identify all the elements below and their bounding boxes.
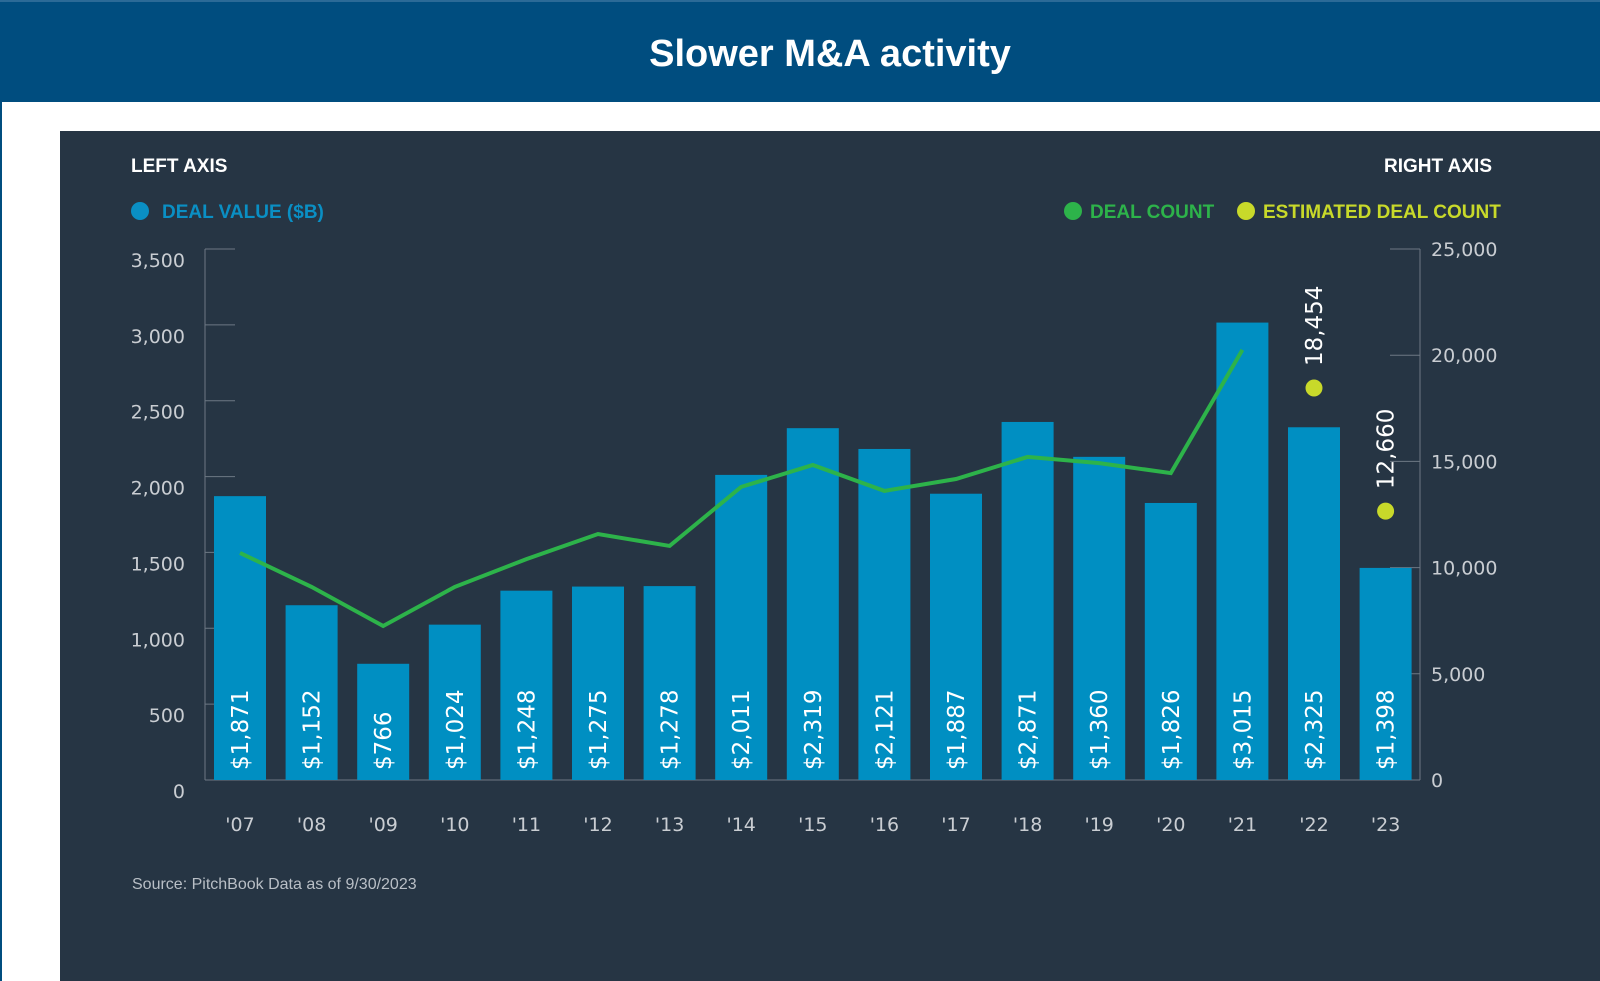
x-axis-tick-label: '18	[1013, 814, 1042, 836]
source-note: Source: PitchBook Data as of 9/30/2023	[132, 876, 417, 893]
bar-deal-value	[930, 493, 982, 780]
bar-data-label: $766	[371, 711, 397, 770]
bar-deal-value	[1288, 427, 1340, 780]
bar-data-label: $2,011	[729, 690, 755, 770]
x-axis-tick-label: '11	[512, 814, 541, 836]
bar-data-label: $1,024	[443, 690, 469, 770]
estimated-deal-count-label: 12,660	[1374, 409, 1400, 489]
x-axis-tick-label: '14	[726, 814, 755, 836]
bar-deal-value	[643, 586, 696, 780]
x-axis-tick-label: '15	[798, 814, 827, 836]
bar-data-label: $2,325	[1302, 690, 1328, 770]
bar-deal-value	[1216, 322, 1269, 780]
left-axis-tick-label: 1,000	[131, 629, 185, 651]
estimated-deal-count-points: 18,454 12,660	[1302, 286, 1400, 520]
page-title: Slower M&A activity	[649, 32, 1011, 75]
right-axis-tick-label: 10,000	[1431, 558, 1497, 580]
right-axis-tick-label: 20,000	[1431, 345, 1497, 367]
bar-deal-value	[1073, 456, 1126, 780]
right-axis-tick-label: 0	[1431, 770, 1443, 792]
right-axis: 0 5,000 10,000 15,000 20,000 25,000	[1390, 239, 1497, 792]
bar-deal-value	[1144, 502, 1197, 780]
x-axis-ticks: '07 '08 '09 '10 '11 '12 '13 '14 '15 '16 '17 '18 '19 '…	[225, 814, 1400, 836]
x-axis-tick-label: '21	[1228, 814, 1257, 836]
right-axis-tick-label: 5,000	[1431, 664, 1485, 686]
left-axis-title: LEFT AXIS	[131, 156, 227, 177]
x-axis-tick-label: '16	[870, 814, 899, 836]
legend-dot-deal-value	[131, 202, 149, 220]
right-axis-title: RIGHT AXIS	[1384, 156, 1492, 177]
bar-deal-value	[214, 496, 266, 780]
bar-deal-value	[500, 590, 553, 780]
x-axis-tick-label: '12	[583, 814, 612, 836]
x-axis-tick-label: '22	[1299, 814, 1328, 836]
bar-deal-value	[786, 428, 839, 780]
x-axis-tick-label: '07	[225, 814, 254, 836]
bar-data-label: $2,121	[872, 690, 898, 770]
estimated-deal-count-label: 18,454	[1302, 286, 1328, 366]
x-axis-tick-label: '20	[1156, 814, 1185, 836]
x-axis-tick-label: '17	[941, 814, 970, 836]
legend-dot-estimated-deal-count	[1237, 202, 1255, 220]
bar-deal-value	[285, 605, 338, 780]
left-axis-tick-label: 0	[173, 781, 185, 803]
bar-data-label: $1,275	[586, 690, 612, 770]
bar-deal-value	[428, 624, 481, 780]
bar-deal-value	[858, 448, 911, 780]
bar-data-label: $1,887	[944, 690, 970, 770]
legend-left: DEAL VALUE ($B)	[131, 202, 324, 223]
chart-panel: LEFT AXIS RIGHT AXIS DEAL VALUE ($B) DEA…	[60, 131, 1600, 981]
bar-data-label: $2,871	[1016, 690, 1042, 770]
legend-label-deal-value: DEAL VALUE ($B)	[162, 202, 324, 223]
bar-data-label: $1,826	[1159, 690, 1185, 770]
legend-label-estimated-deal-count: ESTIMATED DEAL COUNT	[1263, 202, 1501, 223]
x-axis-tick-label: '13	[655, 814, 684, 836]
right-axis-tick-label: 25,000	[1431, 239, 1497, 261]
bar-deal-value	[1001, 421, 1054, 780]
left-axis-tick-label: 2,000	[131, 478, 185, 500]
bar-deal-value	[357, 663, 410, 780]
chart-svg: LEFT AXIS RIGHT AXIS DEAL VALUE ($B) DEA…	[131, 156, 1502, 893]
x-axis-tick-label: '10	[440, 814, 469, 836]
bar-deal-value	[1359, 567, 1412, 780]
bar-data-label: $1,278	[658, 690, 684, 770]
right-axis-tick-label: 15,000	[1431, 451, 1497, 473]
estimated-deal-count-point	[1377, 502, 1395, 520]
legend-label-deal-count: DEAL COUNT	[1090, 202, 1215, 223]
header-banner: Slower M&A activity	[0, 0, 1600, 102]
estimated-deal-count-point	[1305, 379, 1323, 397]
bar-data-label: $1,152	[300, 690, 326, 770]
left-axis-tick-label: 1,500	[131, 553, 185, 575]
legend-right: DEAL COUNT ESTIMATED DEAL COUNT	[1064, 202, 1501, 223]
bar-data-label: $1,248	[514, 690, 540, 770]
x-axis-tick-label: '08	[297, 814, 326, 836]
line-deal-count	[239, 348, 1245, 629]
legend-dot-deal-count	[1064, 202, 1082, 220]
left-axis-tick-label: 3,000	[131, 326, 185, 348]
bar-data-label: $1,871	[228, 690, 254, 770]
x-axis-tick-label: '23	[1371, 814, 1400, 836]
left-axis-tick-label: 500	[149, 705, 185, 727]
bar-data-label: $2,319	[801, 690, 827, 770]
x-axis-tick-label: '19	[1084, 814, 1113, 836]
bar-deal-value	[715, 474, 768, 780]
bars-deal-value: $1,871 $1,152 $766 $1,024 $1,248 $1,275 $1,278…	[214, 322, 1412, 780]
left-axis-tick-label: 2,500	[131, 402, 185, 424]
left-axis-tick-label: 3,500	[131, 250, 185, 272]
bar-data-label: $1,360	[1087, 690, 1113, 770]
bar-data-label: $3,015	[1230, 690, 1256, 770]
bar-data-label: $1,398	[1374, 690, 1400, 770]
bar-deal-value	[572, 586, 624, 780]
x-axis-tick-label: '09	[368, 814, 397, 836]
